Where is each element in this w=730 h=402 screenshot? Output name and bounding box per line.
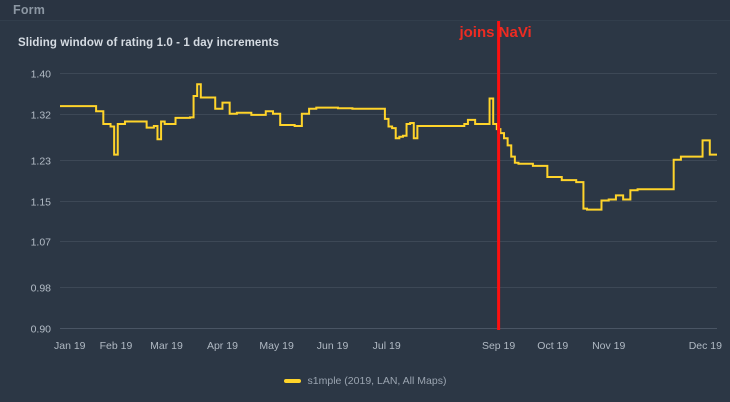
y-axis-tick-label: 1.32 <box>31 110 52 122</box>
x-axis-tick-label: Jun 19 <box>317 340 349 352</box>
event-marker-group: GuardiaNjoins NaVi <box>458 21 532 330</box>
page-title: Form <box>13 3 46 17</box>
x-axis-tick-label: Sep 19 <box>482 340 515 352</box>
legend-swatch-s1mple <box>283 379 301 383</box>
y-axis-tick-label: 1.23 <box>31 156 52 168</box>
x-axis-tick-label: Apr 19 <box>207 340 238 352</box>
y-axis-tick-label: 1.40 <box>31 69 52 81</box>
event-annotation-line-1: GuardiaN <box>462 21 530 23</box>
rating-line-chart: 0.90 0.98 1.07 1.15 1.23 1.32 1.40 Jan 19 Feb 1… <box>31 21 722 352</box>
y-axis-ticks-group: 0.90 0.98 1.07 1.15 1.23 1.32 1.40 <box>31 69 52 336</box>
y-axis-tick-label: 0.90 <box>31 324 52 336</box>
x-axis-tick-label: Nov 19 <box>592 340 625 352</box>
event-annotation-line-2: joins NaVi <box>458 24 531 41</box>
x-axis-tick-label: Mar 19 <box>150 340 183 352</box>
x-axis-tick-label: Jul 19 <box>373 340 401 352</box>
y-axis-tick-label: 1.07 <box>31 237 52 249</box>
chart-subtitle: Sliding window of rating 1.0 - 1 day inc… <box>18 37 279 49</box>
panel-header: Form <box>0 0 730 21</box>
x-axis-tick-label: Dec 19 <box>689 340 722 352</box>
chart-card: Sliding window of rating 1.0 - 1 day inc… <box>0 21 730 402</box>
x-axis-tick-label: May 19 <box>259 340 294 352</box>
y-axis-tick-label: 1.15 <box>31 197 52 209</box>
y-axis-tick-label: 0.98 <box>31 283 52 295</box>
chart-plot-area: 0.90 0.98 1.07 1.15 1.23 1.32 1.40 Jan 19 Feb 1… <box>0 21 730 402</box>
chart-legend: s1mple (2019, LAN, All Maps) <box>0 370 730 392</box>
legend-label-s1mple: s1mple (2019, LAN, All Maps) <box>307 375 447 387</box>
gridlines-group <box>60 73 717 330</box>
x-axis-tick-label: Oct 19 <box>537 340 568 352</box>
x-axis-ticks-group: Jan 19 Feb 19 Mar 19 Apr 19 May 19 Jun 19 Jul … <box>54 340 722 352</box>
x-axis-tick-label: Jan 19 <box>54 340 86 352</box>
series-line-s1mple <box>60 83 717 211</box>
series-group <box>60 83 717 211</box>
x-axis-tick-label: Feb 19 <box>100 340 133 352</box>
